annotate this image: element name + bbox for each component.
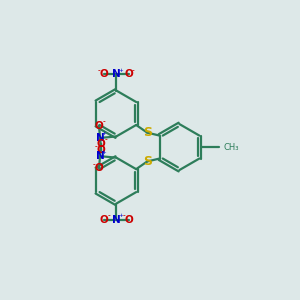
Text: O: O (94, 121, 103, 130)
Text: -: - (107, 212, 110, 220)
Text: +: + (102, 150, 106, 154)
Text: S: S (143, 155, 152, 168)
Text: -: - (98, 66, 100, 75)
Text: -: - (104, 136, 107, 145)
Text: -: - (102, 117, 105, 126)
Text: N: N (96, 133, 104, 143)
Text: N: N (96, 151, 104, 161)
Text: O: O (94, 164, 103, 173)
Text: -: - (132, 66, 135, 75)
Text: O: O (97, 139, 106, 149)
Text: CH₃: CH₃ (223, 142, 239, 152)
Text: -: - (95, 142, 98, 151)
Text: O: O (124, 215, 133, 225)
Text: +: + (102, 131, 106, 136)
Text: +: + (118, 213, 123, 218)
Text: -: - (123, 212, 125, 220)
Text: N: N (112, 69, 121, 79)
Text: O: O (124, 69, 133, 79)
Text: -: - (93, 160, 96, 169)
Text: O: O (97, 145, 106, 155)
Text: S: S (143, 126, 152, 139)
Text: O: O (100, 215, 108, 225)
Text: +: + (118, 68, 123, 73)
Text: N: N (112, 215, 121, 225)
Text: O: O (100, 69, 108, 79)
